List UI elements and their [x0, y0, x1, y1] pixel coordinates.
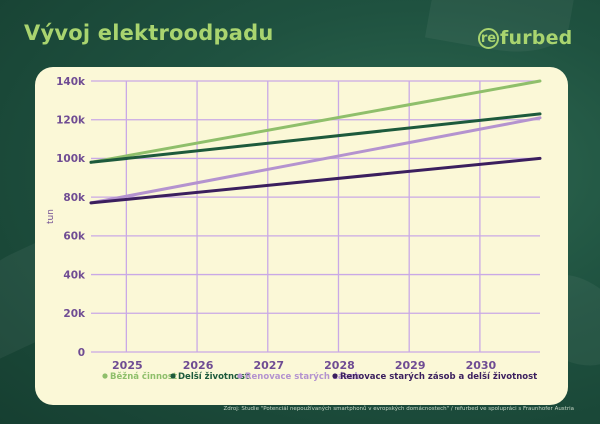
y-axis-label: tun: [46, 209, 56, 224]
y-tick-label: 20k: [63, 308, 86, 320]
source-note: Zdroj: Studie "Potenciál nepoužívaných s…: [223, 406, 574, 412]
legend-label: Renovace starých zásob: [245, 372, 361, 382]
y-tick-label: 60k: [63, 231, 86, 243]
chart-card: 0 20k 40k 60k 80k 100k 120k 140k 2025 2026 2027 202…: [35, 67, 568, 405]
line-chart: 0 20k 40k 60k 80k 100k 120k 140k 2025 2026 2027 202…: [46, 76, 542, 382]
logo-circle: re: [478, 27, 499, 49]
series-line: [89, 156, 542, 205]
refurbed-logo: re furbed: [478, 26, 572, 50]
x-tick-label: 2030: [466, 359, 497, 372]
legend-marker: [237, 373, 243, 379]
logo-text: furbed: [500, 27, 573, 49]
x-tick-label: 2025: [112, 359, 143, 372]
x-tick-label: 2029: [395, 359, 426, 372]
y-tick-label: 140k: [56, 76, 86, 88]
y-tick-label: 80k: [63, 192, 86, 204]
legend-label: Běžná činnost: [110, 371, 177, 382]
legend-marker: [332, 373, 338, 379]
x-tick-label: 2028: [324, 359, 355, 372]
y-tick-label: 100k: [56, 153, 86, 165]
series-line: [89, 116, 542, 205]
legend-marker: [102, 373, 108, 379]
legend-marker: [170, 373, 176, 379]
y-tick-label: 40k: [63, 269, 86, 281]
series-line: [89, 112, 542, 164]
y-tick-label: 120k: [56, 115, 86, 127]
legend-label: Delší životnost: [178, 371, 249, 382]
x-tick-label: 2027: [253, 359, 284, 372]
series-line: [89, 79, 542, 164]
x-tick-label: 2026: [183, 359, 214, 372]
page-title: Vývoj elektroodpadu: [24, 21, 274, 45]
y-tick-label: 0: [78, 347, 85, 359]
legend-label: Renovace starých zásob a delší životnost: [340, 371, 537, 382]
